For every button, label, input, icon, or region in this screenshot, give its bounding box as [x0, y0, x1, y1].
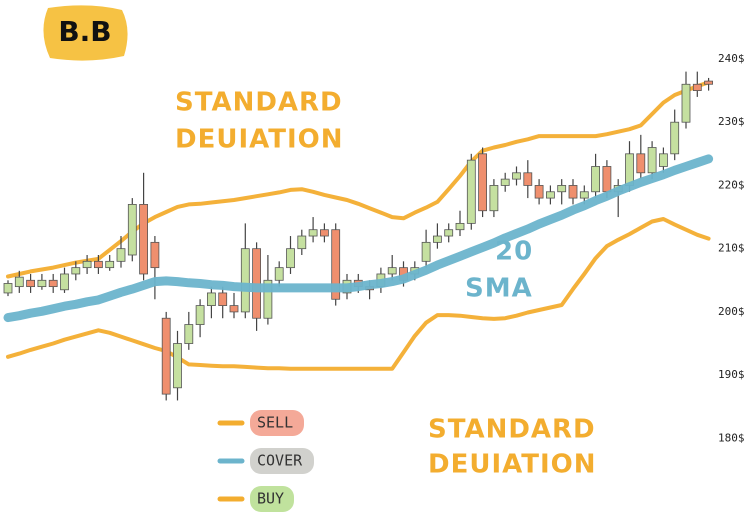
chart-title: B.B	[58, 15, 111, 48]
y-tick-label: 220$	[718, 178, 745, 191]
candle-body	[195, 305, 205, 325]
candle-body	[534, 185, 544, 199]
plot-area	[3, 71, 714, 401]
candle-body	[150, 241, 160, 269]
annotation: DEUIATION	[428, 450, 597, 480]
candle-body	[602, 166, 612, 193]
candle-body	[500, 178, 510, 186]
candle-body	[206, 292, 216, 306]
candle-body	[331, 229, 341, 300]
candle-body	[636, 153, 646, 174]
candle-body	[308, 229, 318, 237]
candle-body	[444, 229, 454, 237]
annotation: 20	[495, 237, 533, 267]
candle-body	[82, 260, 92, 269]
candle-body	[3, 283, 13, 294]
legend-label: BUY	[257, 490, 284, 508]
candle-body	[37, 279, 47, 288]
candle-body	[173, 343, 182, 389]
candle-body	[116, 248, 126, 262]
legend-label: SELL	[257, 414, 293, 432]
candle-body	[161, 317, 171, 395]
candle-body	[523, 172, 533, 186]
candle-body	[466, 159, 476, 224]
candle-body	[286, 248, 295, 269]
candle-body	[692, 83, 702, 91]
legend-highlight	[250, 448, 314, 474]
candle-body	[48, 279, 58, 288]
candle-body	[455, 222, 465, 231]
annotation: STANDARD	[175, 88, 343, 118]
title-badge	[43, 5, 128, 61]
candle-body	[60, 273, 69, 291]
candle-body	[432, 235, 442, 243]
y-tick-label: 210$	[718, 242, 745, 255]
annotation: SMA	[465, 274, 533, 304]
candle-body	[139, 204, 149, 275]
candle-body	[647, 147, 657, 174]
candle-body	[71, 267, 81, 275]
candle-body	[421, 241, 431, 262]
candle-body	[546, 191, 555, 199]
candle-body	[105, 260, 115, 269]
candle-body	[557, 185, 567, 193]
band-line	[6, 80, 711, 279]
candle-body	[26, 279, 36, 288]
candle-body	[670, 121, 680, 155]
candle-body	[512, 172, 521, 180]
candle-body	[297, 235, 307, 250]
annotation: STANDARD	[428, 415, 596, 445]
candle-body	[274, 267, 284, 281]
candle-body	[127, 204, 137, 256]
candle-body	[659, 153, 668, 167]
candle-body	[263, 279, 273, 319]
legend-highlight	[250, 410, 304, 436]
candle-body	[568, 185, 578, 199]
candle-body	[478, 153, 488, 212]
candle-body	[218, 292, 228, 306]
legend-highlight	[250, 486, 294, 512]
sma-line	[3, 154, 714, 323]
y-tick-label: 200$	[718, 305, 745, 318]
candle-body	[625, 153, 634, 186]
candle-body	[319, 229, 329, 237]
y-tick-label: 240$	[718, 52, 745, 65]
candle-body	[94, 260, 103, 269]
candle-body	[681, 83, 691, 123]
candle-body	[591, 166, 600, 193]
y-tick-label: 180$	[718, 431, 745, 444]
y-tick-label: 230$	[718, 115, 745, 128]
band-line	[6, 217, 711, 371]
candle-body	[387, 267, 397, 275]
candle-body	[579, 191, 589, 199]
legend-label: COVER	[257, 452, 303, 470]
candle-body	[229, 305, 239, 313]
candle-body	[184, 324, 194, 344]
candle-body	[704, 80, 713, 85]
y-tick-label: 190$	[718, 368, 745, 381]
annotation: DEUIATION	[175, 125, 344, 155]
candle-body	[240, 248, 250, 313]
candle-body	[489, 185, 499, 212]
candle-body	[14, 276, 24, 288]
